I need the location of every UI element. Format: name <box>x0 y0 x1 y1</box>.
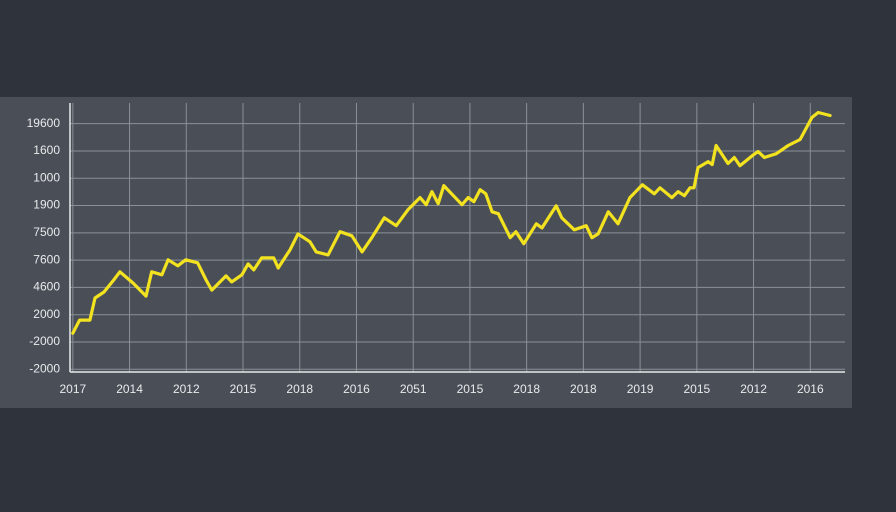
x-tick-label: 2018 <box>286 382 313 396</box>
x-tick-label: 2051 <box>400 382 427 396</box>
y-tick-label: 1600 <box>33 143 60 157</box>
x-tick-label: 2015 <box>457 382 484 396</box>
x-tick-label: 2012 <box>740 382 767 396</box>
y-tick-label: 1000 <box>33 170 60 184</box>
x-tick-label: 2012 <box>173 382 200 396</box>
x-tick-label: 2017 <box>59 382 86 396</box>
x-tick-label: 2016 <box>797 382 824 396</box>
x-tick-label: 2018 <box>513 382 540 396</box>
x-tick-label: 2016 <box>343 382 370 396</box>
data-line <box>71 110 832 335</box>
chart-panel <box>0 97 852 408</box>
y-tick-label: 2000 <box>33 307 60 321</box>
x-tick-label: 2015 <box>230 382 257 396</box>
y-tick-label: 1900 <box>33 198 60 212</box>
y-tick-label: 7600 <box>33 252 60 266</box>
y-tick-label: 4600 <box>33 280 60 294</box>
x-tick-label: 2019 <box>627 382 654 396</box>
x-tick-label: 2014 <box>116 382 143 396</box>
x-tick-label: 2018 <box>570 382 597 396</box>
y-tick-label: -2000 <box>29 334 60 348</box>
y-tick-label: 19600 <box>27 116 61 130</box>
x-tick-label: 2015 <box>683 382 710 396</box>
y-tick-label: 7500 <box>33 225 60 239</box>
y-tick-label: -2000 <box>29 361 60 375</box>
